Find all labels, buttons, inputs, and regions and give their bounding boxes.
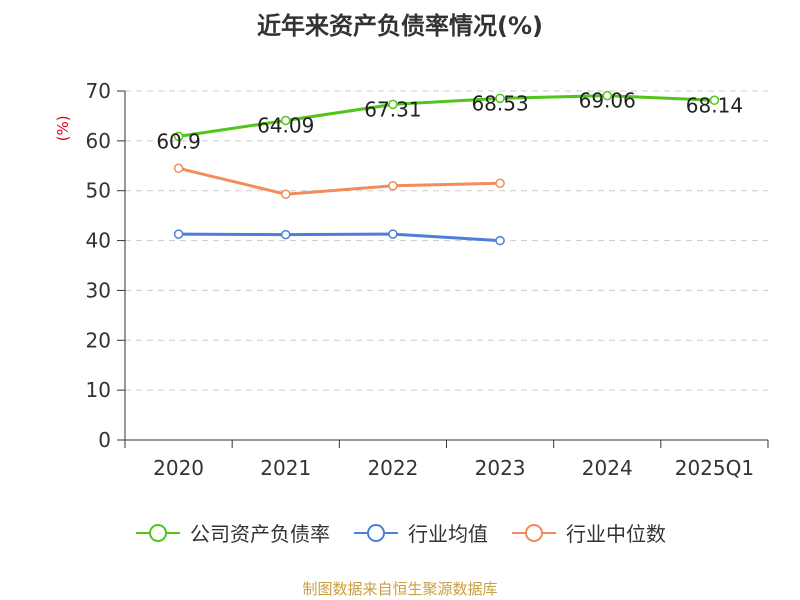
data-point <box>602 90 612 101</box>
y-tick-label: 10 <box>86 378 111 402</box>
legend-label-company: 公司资产负债率 <box>190 522 330 546</box>
x-tick-label: 2023 <box>475 456 526 480</box>
data-labels: 60.9 64.09 67.31 68.53 69.06 68.14 <box>156 89 743 154</box>
data-label: 67.31 <box>364 97 421 121</box>
legend: 公司资产负债率 行业均值 行业中位数 <box>0 518 800 547</box>
series-line-company <box>178 94 715 138</box>
legend-item-industry-mean[interactable]: 行业均值 <box>352 518 488 547</box>
x-tick-label: 2025Q1 <box>675 456 754 480</box>
legend-swatch-industry-mean <box>354 523 398 542</box>
source-note: 制图数据来自恒生聚源数据库 <box>302 580 498 598</box>
x-tick-label: 2021 <box>260 456 311 480</box>
axes: 0 10 20 30 40 50 60 70 (%) 2020 2021 2022 2023 2024 20… <box>54 79 769 480</box>
x-tick-label: 2024 <box>582 456 633 480</box>
y-tick-label: 70 <box>86 79 111 103</box>
data-label: 68.14 <box>686 93 743 117</box>
legend-item-industry-median[interactable]: 行业中位数 <box>510 518 666 547</box>
data-label: 68.53 <box>471 91 528 115</box>
x-tick-label: 2020 <box>153 456 204 480</box>
data-point <box>709 95 720 106</box>
grid-lines <box>125 90 768 391</box>
data-point <box>173 131 184 142</box>
legend-label-industry-median: 行业中位数 <box>566 522 666 546</box>
y-tick-label: 60 <box>86 129 111 153</box>
data-point <box>495 178 505 188</box>
y-tick-label: 20 <box>86 328 111 352</box>
y-axis-label: (%) <box>54 115 72 141</box>
data-point <box>173 229 184 239</box>
legend-swatch-company <box>136 523 180 542</box>
data-point <box>495 235 505 246</box>
data-point <box>281 189 291 199</box>
series-line-industry-mean <box>178 232 501 243</box>
chart-title: 近年来资产负债率情况(%) <box>257 12 543 40</box>
y-tick-label: 50 <box>86 179 111 203</box>
data-point <box>388 180 398 191</box>
data-point <box>281 229 291 240</box>
data-label: 60.9 <box>156 129 201 153</box>
y-tick-label: 40 <box>86 229 111 253</box>
series-lines <box>173 90 720 246</box>
data-point <box>173 163 184 174</box>
legend-label-industry-mean: 行业均值 <box>408 522 488 546</box>
legend-item-company[interactable]: 公司资产负债率 <box>134 518 330 547</box>
data-label: 64.09 <box>257 113 314 137</box>
legend-swatch-industry-median <box>512 523 556 542</box>
data-point <box>388 99 398 110</box>
data-point <box>388 229 398 239</box>
y-tick-label: 0 <box>98 428 111 452</box>
x-tick-label: 2022 <box>367 456 418 480</box>
data-label: 69.06 <box>579 89 636 113</box>
data-point <box>281 115 291 126</box>
data-point <box>495 93 505 104</box>
y-tick-label: 30 <box>86 278 111 302</box>
series-line-industry-median <box>178 166 501 196</box>
